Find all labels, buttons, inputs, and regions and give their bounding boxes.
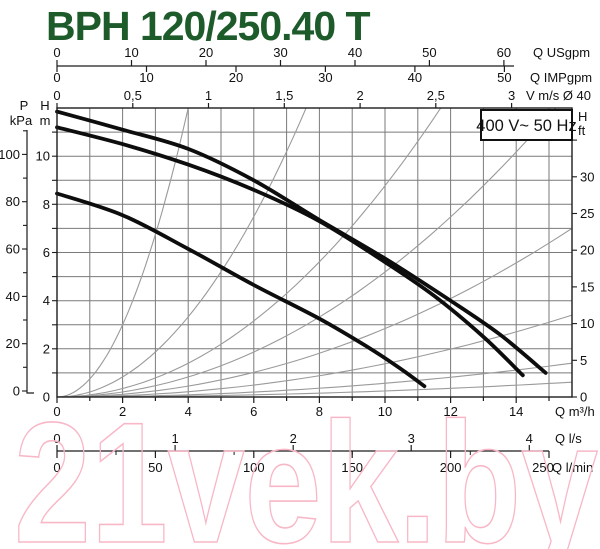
tick-label-velocity: 0,5: [124, 88, 142, 103]
tick-label-usgpm: 50: [422, 45, 436, 60]
pump-curve-speed-1: [55, 191, 427, 389]
system-curve: [56, 107, 442, 398]
tick-label-ft: 10: [580, 316, 594, 331]
tick-label-usgpm: 60: [497, 45, 511, 60]
tick-label-lmin: 0: [53, 460, 60, 475]
axis-unit-ls: Q l/s: [555, 431, 582, 446]
tick-label-velocity: 1: [205, 88, 212, 103]
tick-label-lmin: 100: [243, 460, 265, 475]
tick-label-usgpm: 40: [348, 45, 362, 60]
tick-label-lmin: 250: [532, 460, 554, 475]
axis-unit-m3h: Q m³/h: [555, 404, 595, 419]
tick-label-kpa: 40: [6, 289, 20, 304]
tick-label-m: 10: [36, 149, 50, 164]
axis-unit-kpa: kPa: [10, 113, 33, 128]
watermark-text: 21vek.by: [14, 387, 598, 549]
tick-label-velocity: 2,5: [427, 88, 445, 103]
tick-label-ls: 2: [290, 431, 297, 446]
axis-unit-h-right: H: [578, 109, 587, 124]
tick-label-m3h: 14: [509, 404, 523, 419]
tick-label-ft: 15: [580, 279, 594, 294]
tick-label-ft: 30: [580, 169, 594, 184]
tick-label-velocity: 2: [356, 88, 363, 103]
p-axis-line: [26, 130, 34, 394]
system-curve: [56, 107, 189, 398]
axis-unit-p: P: [20, 98, 29, 113]
tick-label-m: 2: [43, 341, 50, 356]
tick-label-ft: 0: [580, 390, 587, 405]
tick-label-kpa: 60: [6, 242, 20, 257]
axis-unit-impgpm: Q IMPgpm: [530, 70, 592, 85]
tick-label-kpa: 20: [6, 336, 20, 351]
pump-curve-speed-2: [55, 125, 525, 378]
tick-label-lmin: 50: [148, 460, 162, 475]
tick-label-ls: 0: [53, 431, 60, 446]
system-curve: [56, 227, 573, 398]
tick-label-m3h: 12: [443, 404, 457, 419]
chart-title: BPH 120/250.40 T: [46, 3, 371, 49]
tick-label-m: 8: [43, 197, 50, 212]
tick-label-kpa: 100: [0, 147, 20, 162]
axis-unit-velocity: V m/s Ø 40: [526, 88, 591, 103]
axis-unit-m: m: [40, 113, 51, 128]
voltage-box-label: 400 V~ 50 Hz: [476, 117, 576, 135]
tick-label-ft: 5: [580, 353, 587, 368]
tick-label-lmin: 150: [341, 460, 363, 475]
tick-label-m: 0: [43, 390, 50, 405]
tick-label-m3h: 0: [53, 404, 60, 419]
axis-unit-usgpm: Q USgpm: [533, 45, 590, 60]
tick-label-kpa: 0: [13, 384, 20, 399]
tick-label-m3h: 8: [316, 404, 323, 419]
tick-label-m: 6: [43, 245, 50, 260]
tick-label-impgpm: 30: [318, 70, 332, 85]
tick-label-ls: 1: [171, 431, 178, 446]
tick-label-m3h: 10: [378, 404, 392, 419]
tick-label-velocity: 1,5: [275, 88, 293, 103]
tick-label-m3h: 2: [119, 404, 126, 419]
tick-label-ft: 25: [580, 206, 594, 221]
tick-label-velocity: 3: [508, 88, 515, 103]
tick-label-impgpm: 0: [53, 70, 60, 85]
tick-label-impgpm: 20: [229, 70, 243, 85]
tick-label-impgpm: 50: [497, 70, 511, 85]
tick-label-usgpm: 30: [273, 45, 287, 60]
tick-label-lmin: 200: [440, 460, 462, 475]
tick-label-usgpm: 10: [124, 45, 138, 60]
axis-unit-h-left: H: [40, 98, 49, 113]
tick-label-ls: 4: [526, 431, 533, 446]
tick-label-kpa: 80: [6, 194, 20, 209]
tick-label-m3h: 4: [185, 404, 192, 419]
axis-unit-ft: ft: [578, 123, 586, 138]
tick-label-ft: 20: [580, 243, 594, 258]
tick-label-impgpm: 40: [408, 70, 422, 85]
tick-label-ls: 3: [408, 431, 415, 446]
tick-label-usgpm: 0: [53, 45, 60, 60]
tick-label-velocity: 0: [53, 88, 60, 103]
system-curve: [56, 107, 557, 398]
voltage-box-frame: [480, 109, 573, 141]
tick-label-impgpm: 10: [139, 70, 153, 85]
tick-label-m3h: 6: [250, 404, 257, 419]
axis-unit-lmin: Q l/min: [552, 460, 593, 475]
tick-label-m: 4: [43, 293, 50, 308]
tick-label-usgpm: 20: [199, 45, 213, 60]
voltage-box: 400 V~ 50 Hz: [476, 109, 577, 141]
